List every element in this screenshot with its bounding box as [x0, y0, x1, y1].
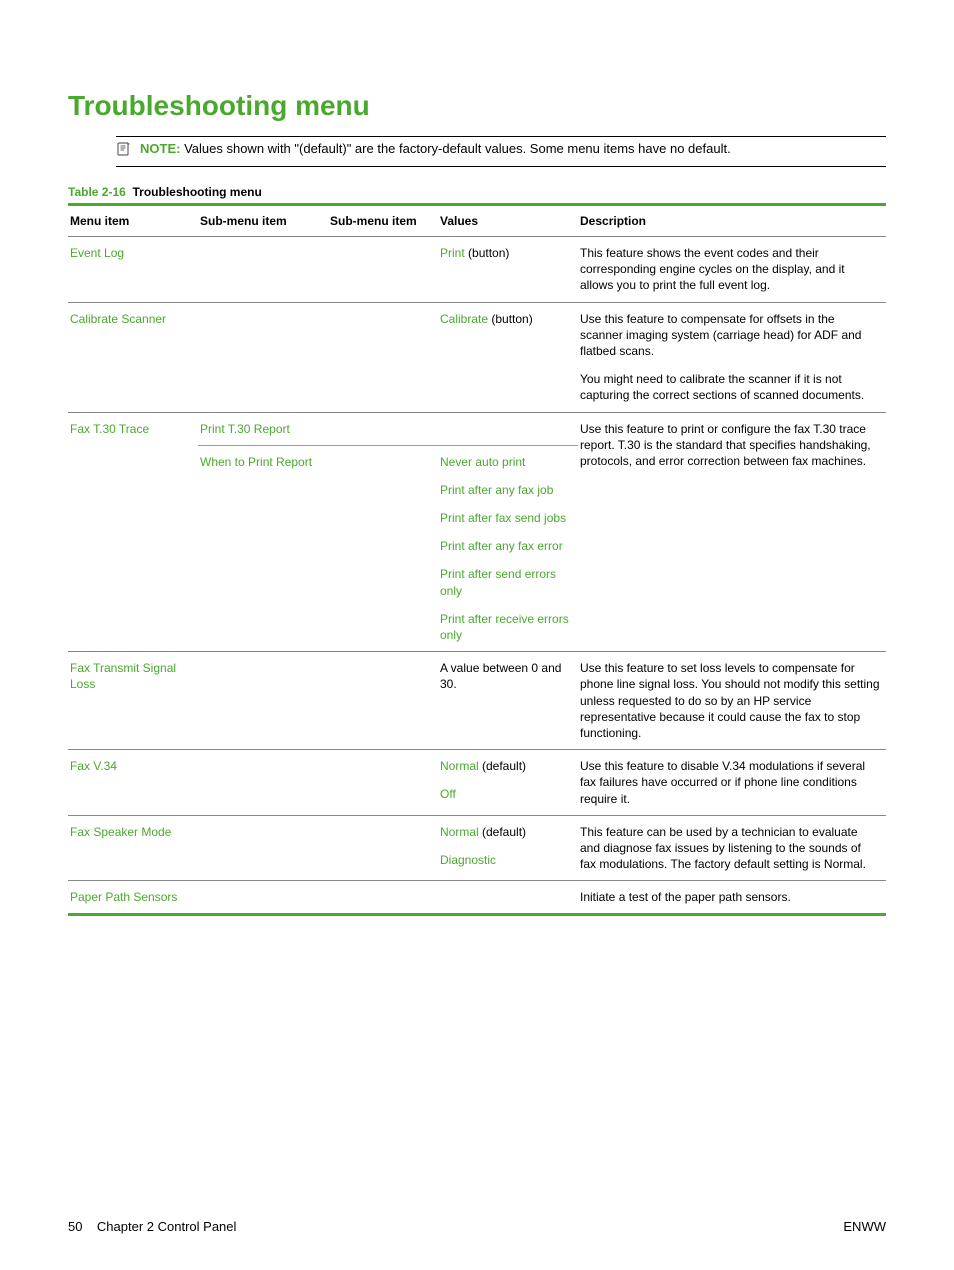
- page-footer: 50 Chapter 2 Control Panel ENWW: [68, 1219, 886, 1234]
- val-loss: A value between 0 and 30.: [438, 652, 578, 750]
- value-print[interactable]: Print: [440, 246, 465, 260]
- desc-speaker: This feature can be used by a technician…: [578, 815, 886, 881]
- table-caption: Table 2-16 Troubleshooting menu: [68, 185, 886, 199]
- footer-right: ENWW: [843, 1219, 886, 1234]
- val-v34-default: (default): [479, 759, 526, 773]
- table-row: Fax V.34 Normal (default) Off Use this f…: [68, 750, 886, 816]
- troubleshooting-table: Menu item Sub-menu item Sub-menu item Va…: [68, 203, 886, 916]
- val-spk-diag[interactable]: Diagnostic: [440, 853, 496, 867]
- menu-pps[interactable]: Paper Path Sensors: [70, 890, 177, 904]
- menu-v34[interactable]: Fax V.34: [70, 759, 117, 773]
- th-desc: Description: [578, 205, 886, 237]
- menu-speaker[interactable]: Fax Speaker Mode: [70, 825, 171, 839]
- val-sendjobs[interactable]: Print after fax send jobs: [440, 511, 566, 525]
- footer-chapter: Chapter 2 Control Panel: [97, 1219, 236, 1234]
- val-v34-off[interactable]: Off: [440, 787, 456, 801]
- table-row: Fax T.30 Trace Print T.30 Report Use thi…: [68, 412, 886, 445]
- val-senderrs[interactable]: Print after send errors only: [440, 567, 556, 597]
- table-row: Event Log Print (button) This feature sh…: [68, 237, 886, 303]
- sub-when-print[interactable]: When to Print Report: [200, 455, 312, 469]
- desc-t30: Use this feature to print or configure t…: [578, 412, 886, 652]
- val-anyerror[interactable]: Print after any fax error: [440, 539, 563, 553]
- menu-loss[interactable]: Fax Transmit Signal Loss: [70, 661, 176, 691]
- value-calibrate[interactable]: Calibrate: [440, 312, 488, 326]
- val-spk-default: (default): [479, 825, 526, 839]
- table-number: Table 2-16: [68, 185, 126, 199]
- val-anyjob[interactable]: Print after any fax job: [440, 483, 553, 497]
- th-sub1: Sub-menu item: [198, 205, 328, 237]
- desc-calibrate-1: Use this feature to compensate for offse…: [580, 311, 880, 360]
- sub-print-t30[interactable]: Print T.30 Report: [200, 422, 290, 436]
- desc-pps: Initiate a test of the paper path sensor…: [578, 881, 886, 915]
- desc-event-log: This feature shows the event codes and t…: [578, 237, 886, 303]
- val-recverrs[interactable]: Print after receive errors only: [440, 612, 569, 642]
- th-menu: Menu item: [68, 205, 198, 237]
- menu-calibrate[interactable]: Calibrate Scanner: [70, 312, 166, 326]
- menu-t30[interactable]: Fax T.30 Trace: [70, 422, 149, 436]
- th-values: Values: [438, 205, 578, 237]
- page-heading: Troubleshooting menu: [68, 90, 886, 122]
- table-row: Paper Path Sensors Initiate a test of th…: [68, 881, 886, 915]
- table-row: Fax Speaker Mode Normal (default) Diagno…: [68, 815, 886, 881]
- val-v34-normal[interactable]: Normal: [440, 759, 479, 773]
- table-title: Troubleshooting menu: [132, 185, 261, 199]
- value-suffix: (button): [465, 246, 510, 260]
- desc-v34: Use this feature to disable V.34 modulat…: [578, 750, 886, 816]
- desc-loss: Use this feature to set loss levels to c…: [578, 652, 886, 750]
- th-sub2: Sub-menu item: [328, 205, 438, 237]
- note-icon: [116, 141, 132, 162]
- desc-calibrate-2: You might need to calibrate the scanner …: [580, 371, 880, 403]
- menu-event-log[interactable]: Event Log: [70, 246, 124, 260]
- table-row: Calibrate Scanner Calibrate (button) Use…: [68, 302, 886, 412]
- val-never[interactable]: Never auto print: [440, 455, 525, 469]
- table-row: Fax Transmit Signal Loss A value between…: [68, 652, 886, 750]
- footer-page-num: 50: [68, 1219, 82, 1234]
- table-header-row: Menu item Sub-menu item Sub-menu item Va…: [68, 205, 886, 237]
- note-text: Values shown with "(default)" are the fa…: [184, 141, 731, 156]
- document-page: Troubleshooting menu NOTE: Values shown …: [0, 0, 954, 1270]
- note-label: NOTE:: [140, 141, 180, 156]
- val-spk-normal[interactable]: Normal: [440, 825, 479, 839]
- note-box: NOTE: Values shown with "(default)" are …: [116, 136, 886, 167]
- value-suffix: (button): [488, 312, 533, 326]
